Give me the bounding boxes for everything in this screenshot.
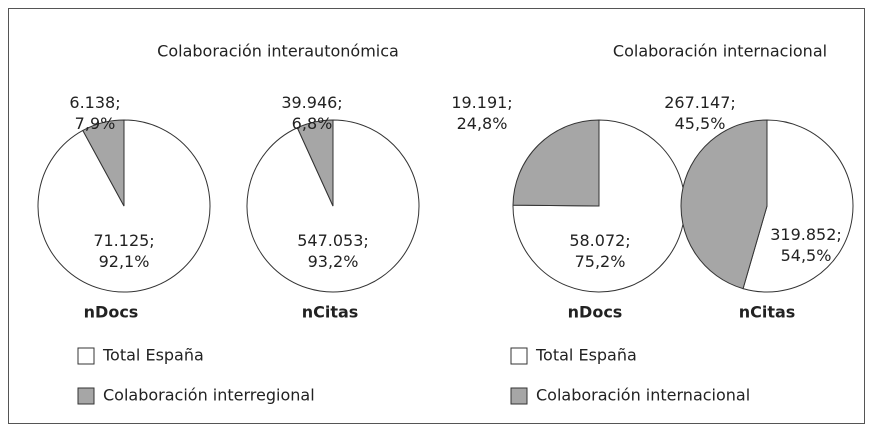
legend-swatch <box>510 387 528 405</box>
slice-label: 6.138; 7,9% <box>69 93 120 133</box>
legend-swatch <box>77 347 95 365</box>
slice-label: 58.072; 75,2% <box>569 231 630 271</box>
slice-label: 319.852; 54,5% <box>770 225 842 265</box>
legend-label: Total España <box>535 346 637 365</box>
legend-swatch <box>510 347 528 365</box>
pie-slice <box>680 119 768 290</box>
slice-label: 71.125; 92,1% <box>93 231 154 271</box>
legend-swatch <box>77 387 95 405</box>
pie-slice <box>296 119 334 207</box>
pie-slice <box>512 119 600 207</box>
chart-title: Colaboración interautonómica <box>157 42 399 61</box>
chart-title: Colaboración internacional <box>613 42 827 61</box>
pie-label: nDocs <box>84 303 139 322</box>
slice-label: 267.147; 45,5% <box>664 93 736 133</box>
legend-label: Colaboración interregional <box>103 386 315 405</box>
pie-label: nDocs <box>568 303 623 322</box>
slice-label: 19.191; 24,8% <box>451 93 512 133</box>
slice-label: 547.053; 93,2% <box>297 231 369 271</box>
pie-label: nCitas <box>302 303 359 322</box>
pie-slice <box>742 119 854 293</box>
legend-label: Colaboración internacional <box>536 386 750 405</box>
slice-label: 39.946; 6,8% <box>281 93 342 133</box>
pie-label: nCitas <box>739 303 796 322</box>
legend-label: Total España <box>102 346 204 365</box>
pie-slice <box>512 119 686 293</box>
pie-slice <box>82 119 125 207</box>
pie-slice <box>246 119 420 293</box>
